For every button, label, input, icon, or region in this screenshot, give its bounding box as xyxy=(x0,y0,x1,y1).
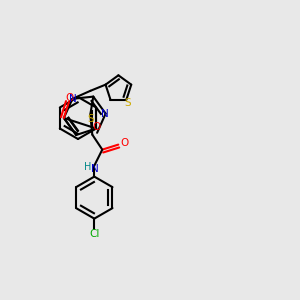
Text: Cl: Cl xyxy=(89,229,100,238)
Text: O: O xyxy=(120,138,128,148)
Text: N: N xyxy=(101,109,109,118)
Text: N: N xyxy=(68,94,76,104)
Text: N: N xyxy=(92,164,99,174)
Text: S: S xyxy=(87,114,94,124)
Text: S: S xyxy=(124,98,131,108)
Text: H: H xyxy=(84,162,91,172)
Text: O: O xyxy=(66,93,74,103)
Text: O: O xyxy=(92,122,100,133)
